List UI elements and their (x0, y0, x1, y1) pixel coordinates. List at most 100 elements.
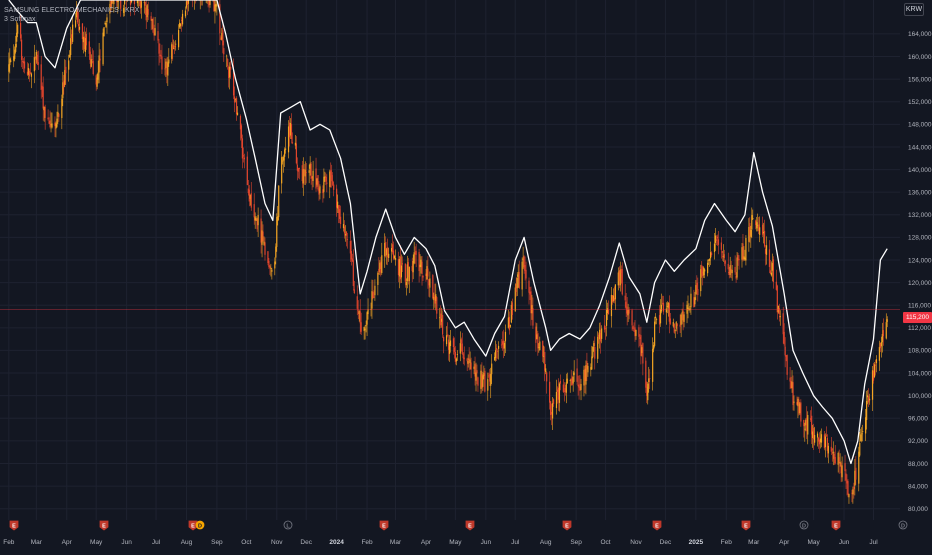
candle-body[interactable] (597, 337, 598, 359)
candle-body[interactable] (537, 333, 538, 348)
candle-body[interactable] (807, 415, 808, 435)
candle-body[interactable] (519, 272, 520, 288)
candle-body[interactable] (409, 267, 410, 281)
candle-body[interactable] (366, 312, 367, 324)
candle-body[interactable] (15, 44, 16, 52)
candle-body[interactable] (563, 384, 564, 391)
candle-body[interactable] (47, 118, 48, 120)
candle-body[interactable] (711, 253, 712, 255)
candle-body[interactable] (559, 383, 560, 402)
candle-body[interactable] (270, 268, 271, 269)
candle-body[interactable] (793, 402, 794, 403)
candle-body[interactable] (674, 324, 675, 333)
candle-body[interactable] (69, 55, 70, 57)
candle-body[interactable] (61, 99, 62, 118)
candle-body[interactable] (677, 324, 678, 326)
candle-body[interactable] (715, 236, 716, 243)
candle-body[interactable] (418, 252, 419, 271)
candle-body[interactable] (182, 14, 183, 25)
candle-body[interactable] (874, 364, 875, 377)
candle-body[interactable] (869, 399, 870, 401)
candle-body[interactable] (284, 149, 285, 156)
candle-body[interactable] (591, 357, 592, 370)
candle-body[interactable] (656, 319, 657, 320)
candle-body[interactable] (365, 325, 366, 326)
candle-body[interactable] (344, 227, 345, 234)
candle-body[interactable] (696, 283, 697, 290)
candle-body[interactable] (378, 269, 379, 272)
candle-body[interactable] (78, 24, 79, 26)
candle-body[interactable] (497, 351, 498, 352)
candle-body[interactable] (593, 343, 594, 346)
candle-body[interactable] (704, 270, 705, 272)
candle-body[interactable] (117, 1, 118, 2)
candle-body[interactable] (82, 24, 83, 39)
candle-body[interactable] (167, 62, 168, 76)
candle-body[interactable] (306, 172, 307, 173)
candle-body[interactable] (549, 382, 550, 403)
candle-body[interactable] (357, 296, 358, 309)
candle-body[interactable] (175, 44, 176, 45)
candle-body[interactable] (103, 27, 104, 36)
candle-body[interactable] (773, 259, 774, 282)
candle-body[interactable] (325, 177, 326, 182)
candle-body[interactable] (875, 365, 876, 366)
candle-body[interactable] (373, 297, 374, 298)
candle-body[interactable] (154, 28, 155, 35)
candle-body[interactable] (841, 465, 842, 477)
candle-body[interactable] (735, 267, 736, 272)
candle-body[interactable] (522, 262, 523, 290)
candle-body[interactable] (93, 61, 94, 74)
candle-body[interactable] (463, 353, 464, 358)
candle-body[interactable] (70, 38, 71, 55)
candle-body[interactable] (102, 33, 103, 65)
candle-body[interactable] (663, 303, 664, 312)
candle-body[interactable] (718, 239, 719, 245)
candle-body[interactable] (675, 330, 676, 331)
candle-body[interactable] (262, 232, 263, 242)
candle-body[interactable] (848, 494, 849, 497)
candle-body[interactable] (501, 345, 502, 346)
candle-body[interactable] (826, 435, 827, 436)
candle-body[interactable] (866, 401, 867, 420)
candle-body[interactable] (683, 314, 684, 321)
candle-body[interactable] (17, 25, 18, 34)
candle-body[interactable] (174, 46, 175, 48)
candle-body[interactable] (258, 215, 259, 225)
candle-body[interactable] (505, 332, 506, 341)
candle-body[interactable] (141, 1, 142, 7)
candle-body[interactable] (517, 278, 518, 288)
candle-body[interactable] (491, 364, 492, 375)
candle-body[interactable] (374, 286, 375, 295)
candle-body[interactable] (655, 317, 656, 318)
candle-body[interactable] (361, 322, 362, 331)
candle-body[interactable] (615, 284, 616, 299)
dividend-marker[interactable]: D (800, 521, 808, 529)
candle-body[interactable] (271, 270, 272, 272)
candle-body[interactable] (291, 124, 292, 139)
candle-body[interactable] (148, 9, 149, 15)
candle-body[interactable] (332, 181, 333, 185)
candle-body[interactable] (475, 372, 476, 380)
candle-body[interactable] (237, 113, 238, 115)
candle-body[interactable] (785, 347, 786, 356)
candle-body[interactable] (839, 457, 840, 463)
candle-body[interactable] (832, 449, 833, 451)
candle-body[interactable] (216, 6, 217, 7)
candle-body[interactable] (145, 2, 146, 6)
candle-body[interactable] (422, 276, 423, 278)
candle-body[interactable] (58, 114, 59, 117)
candle-body[interactable] (37, 55, 38, 63)
candle-body[interactable] (323, 177, 324, 192)
candle-body[interactable] (68, 60, 69, 69)
candle-body[interactable] (560, 381, 561, 384)
candle-body[interactable] (236, 98, 237, 114)
candle-body[interactable] (764, 231, 765, 247)
candle-body[interactable] (512, 302, 513, 315)
candle-body[interactable] (881, 342, 882, 346)
candle-body[interactable] (98, 72, 99, 79)
candle-body[interactable] (629, 309, 630, 313)
candle-body[interactable] (331, 175, 332, 181)
candle-body[interactable] (241, 125, 242, 138)
candle-body[interactable] (340, 217, 341, 224)
